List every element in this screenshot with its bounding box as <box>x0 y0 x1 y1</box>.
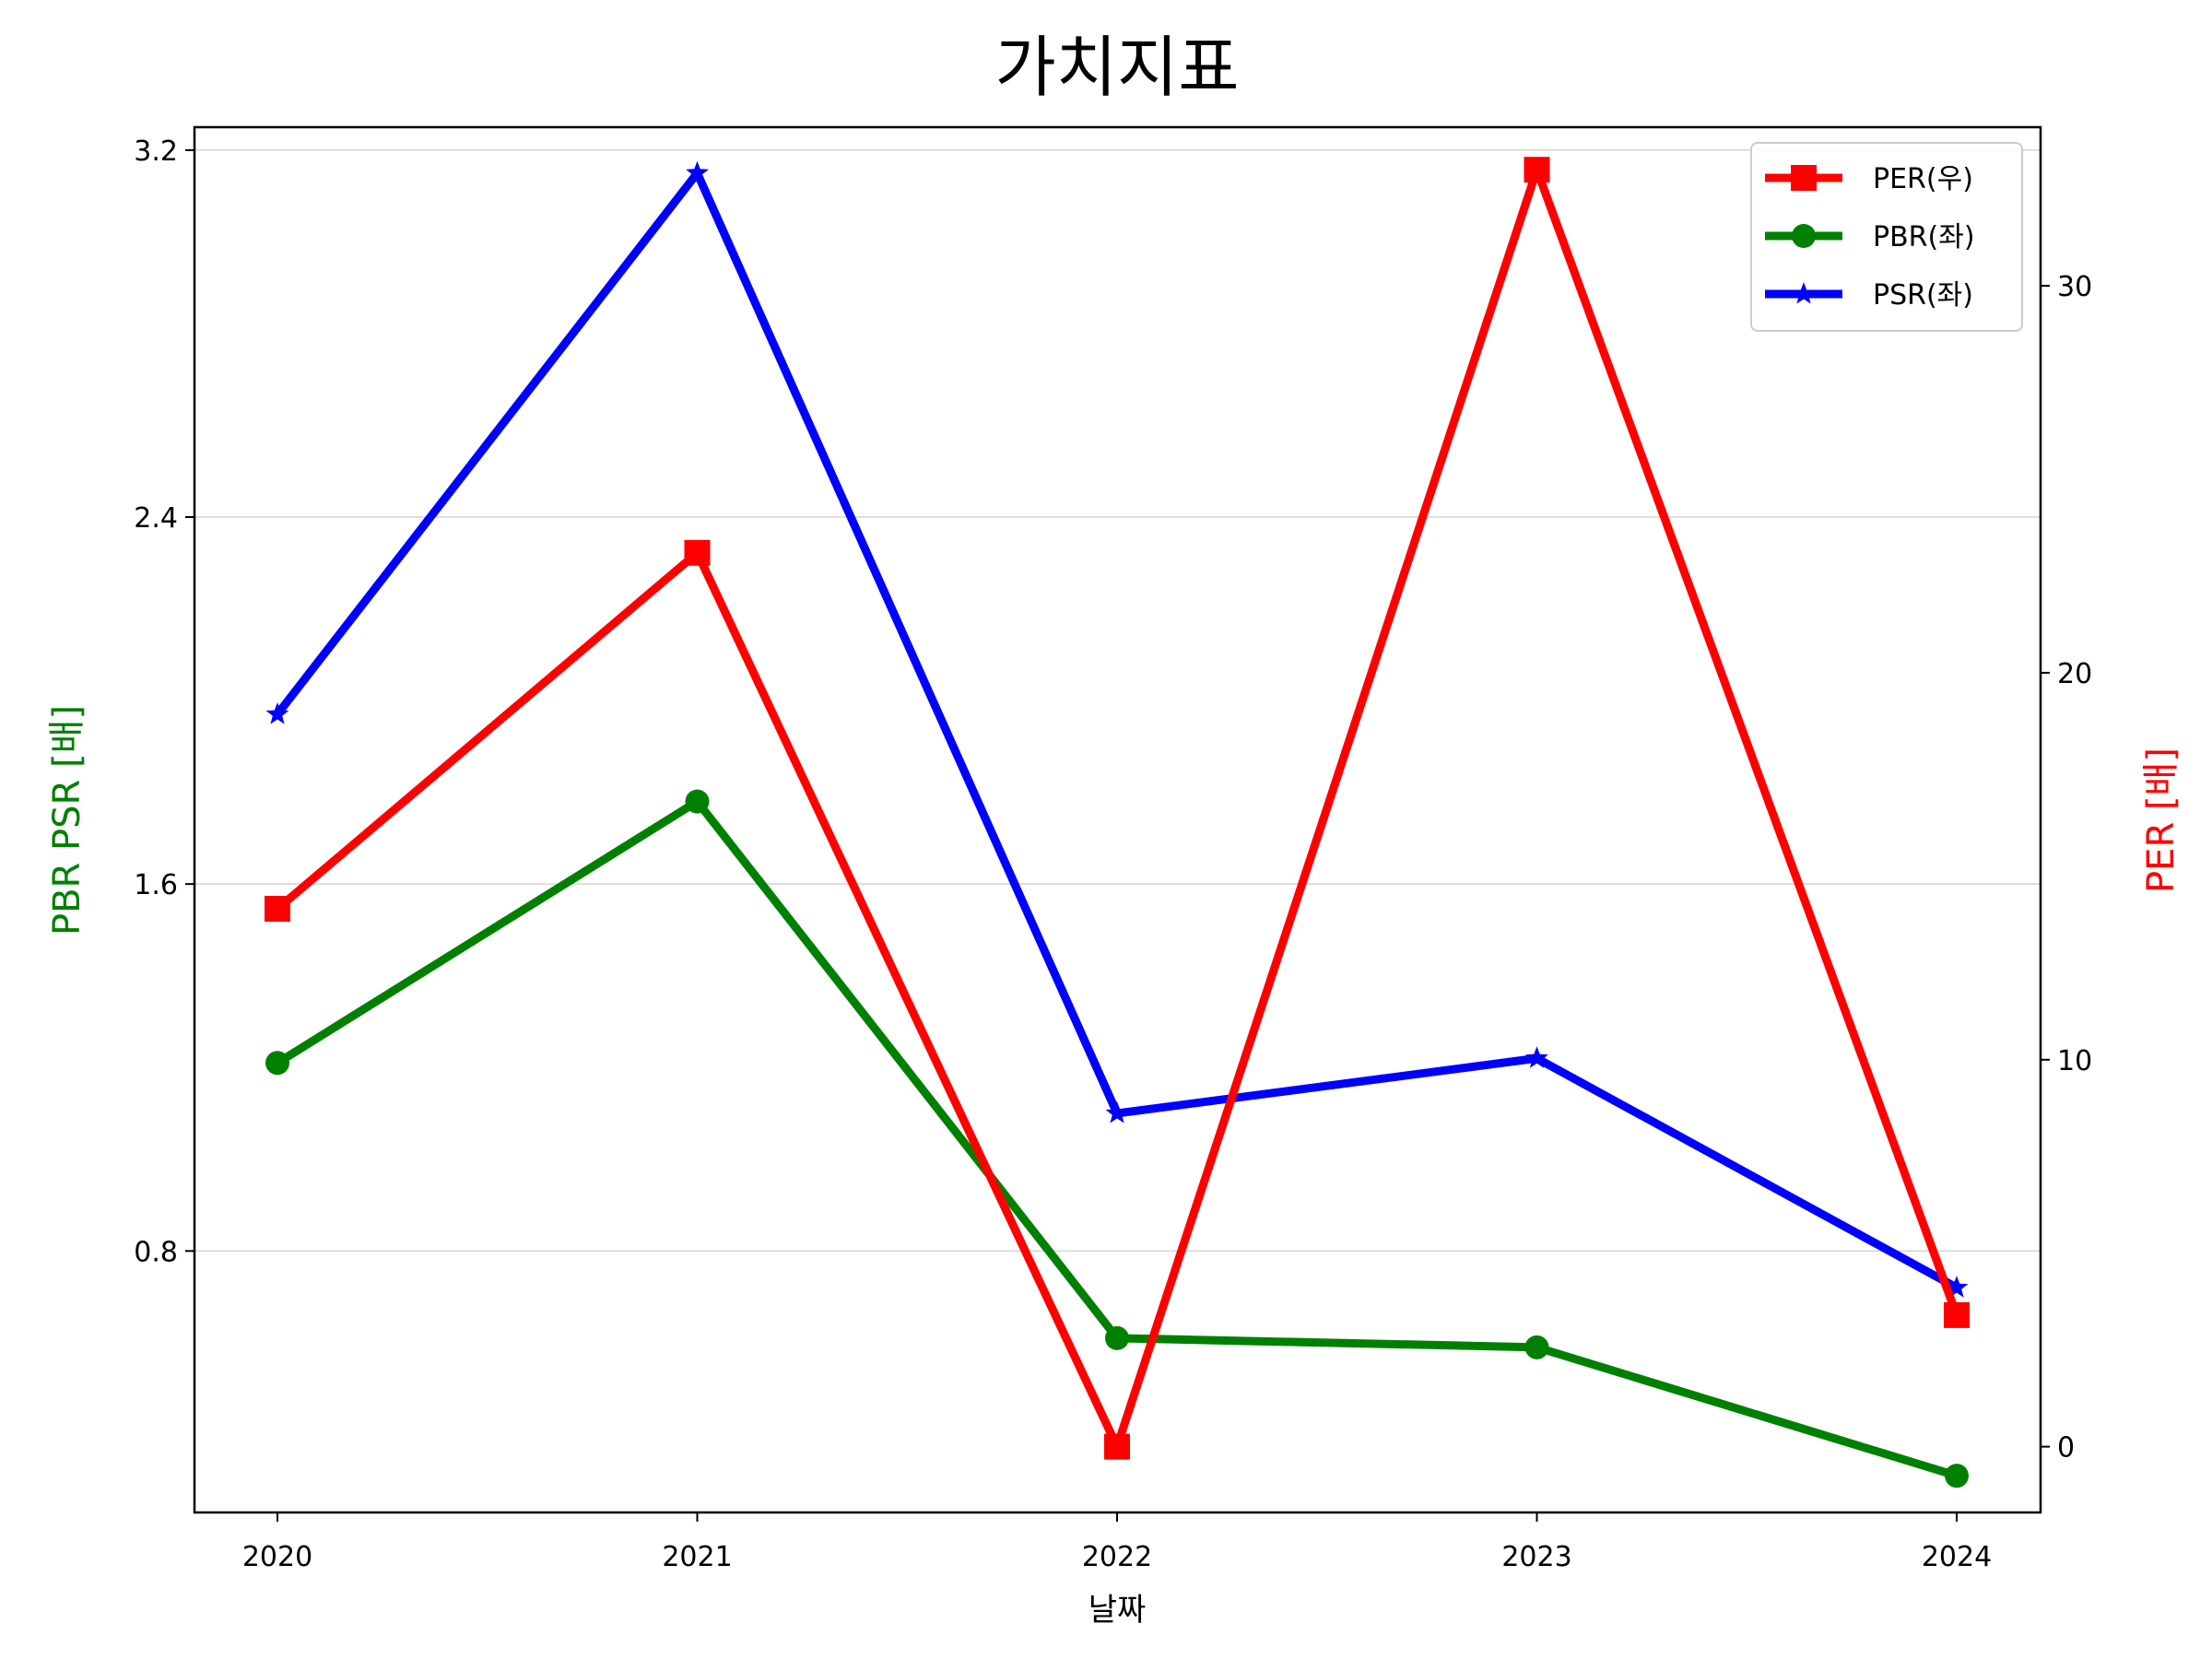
data-point-psr <box>1105 1101 1129 1124</box>
legend-box <box>1750 142 2023 332</box>
plot-frame <box>193 125 2042 1514</box>
right-y-axis-label: PER [배] <box>2140 747 2183 893</box>
data-point-psr <box>265 702 289 724</box>
series-line-psr <box>274 165 1959 1292</box>
left-y-axis-label: PBR PSR [배] <box>46 705 88 935</box>
x-tick-label: 2020 <box>242 1541 312 1573</box>
series-per <box>265 157 1970 1460</box>
x-tick-label: 2024 <box>1922 1541 1992 1573</box>
data-point-per <box>265 896 290 923</box>
x-tick-label: 2023 <box>1501 1541 1571 1573</box>
left-y-axis: 0.8 1.6 2.4 3.2 <box>134 135 194 1268</box>
data-point-pbr <box>1524 1335 1549 1359</box>
series-pbr <box>265 789 1969 1488</box>
right-y-tick-label: 10 <box>2057 1045 2092 1077</box>
legend: PER(우) PBR(좌) PSR(좌) <box>1750 142 2023 332</box>
x-tick-label: 2021 <box>662 1541 732 1573</box>
left-y-tick-label: 3.2 <box>134 135 178 168</box>
legend-label-pbr: PBR(좌) <box>1873 221 1975 253</box>
legend-marker-pbr <box>1792 224 1816 248</box>
data-point-per <box>1104 1433 1130 1460</box>
legend-label-psr: PSR(좌) <box>1873 279 1973 312</box>
right-y-axis: 0 10 20 30 <box>2041 271 2092 1465</box>
x-axis-label: 날짜 <box>1088 1592 1147 1629</box>
series-line-pbr <box>275 795 1959 1480</box>
left-y-tick-label: 0.8 <box>134 1236 178 1268</box>
right-y-tick-label: 0 <box>2057 1432 2075 1465</box>
data-point-pbr <box>265 1051 289 1076</box>
series-layer <box>265 157 1970 1488</box>
data-point-psr <box>686 160 709 183</box>
left-y-tick-label: 1.6 <box>134 869 178 901</box>
right-y-tick-label: 20 <box>2057 658 2092 690</box>
data-point-per <box>684 539 711 566</box>
x-axis: 2020 2021 2022 2023 2024 <box>242 1512 1992 1573</box>
legend-marker-per <box>1791 165 1817 191</box>
grid-lines <box>194 149 2041 1253</box>
data-point-pbr <box>1945 1464 1969 1488</box>
data-point-psr <box>1525 1046 1548 1068</box>
data-point-psr <box>1945 1276 1969 1298</box>
chart-title: 가치지표 <box>995 29 1240 106</box>
data-point-per <box>1524 157 1550 183</box>
x-tick-label: 2022 <box>1082 1541 1152 1573</box>
series-psr <box>265 160 1969 1298</box>
left-y-tick-label: 2.4 <box>134 502 178 535</box>
right-y-tick-label: 30 <box>2057 271 2092 303</box>
data-point-pbr <box>1105 1325 1129 1350</box>
data-point-pbr <box>685 789 710 814</box>
legend-label-per: PER(우) <box>1873 163 1973 195</box>
legend-marker-psr <box>1792 282 1816 304</box>
series-line-per <box>275 157 1961 1458</box>
data-point-per <box>1944 1301 1970 1328</box>
